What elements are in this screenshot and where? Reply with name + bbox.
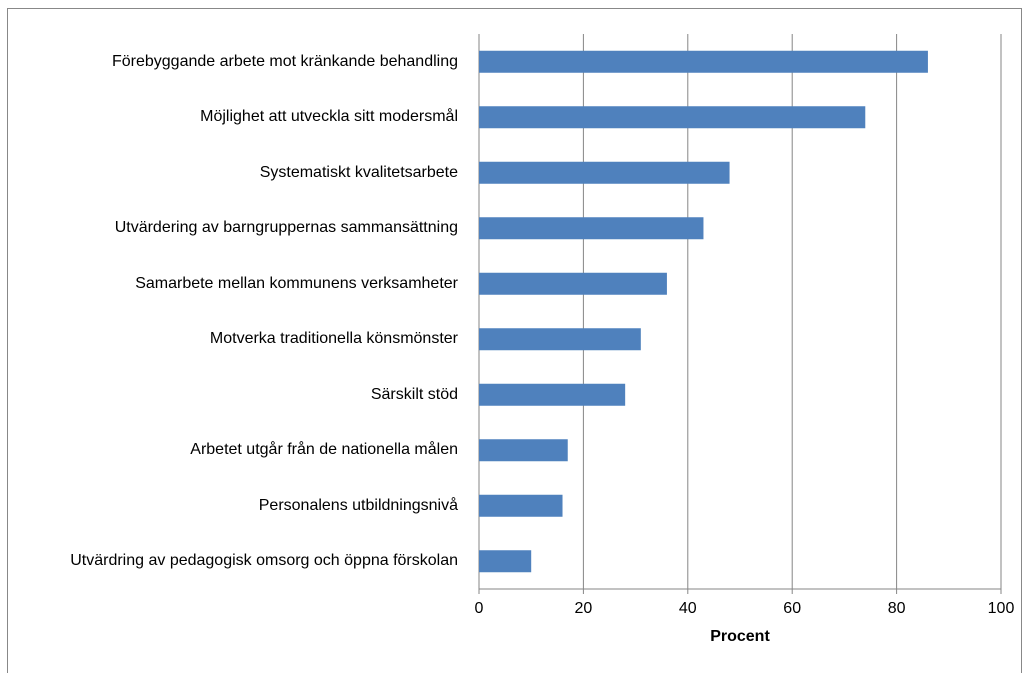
x-tick-label: 100 (988, 600, 1015, 617)
bar (479, 106, 866, 129)
y-tick-label: Möjlighet att utveckla sitt modersmål (200, 108, 458, 126)
bar (479, 161, 730, 184)
y-tick-label-box: Systematiskt kvalitetsarbete (260, 148, 458, 198)
x-tick-label: 80 (888, 600, 906, 617)
y-tick-label: Motverka traditionella könsmönster (209, 330, 458, 348)
bar (479, 439, 568, 462)
bar (479, 328, 641, 351)
x-axis-title: Procent (710, 628, 770, 645)
y-tick-label: Särskilt stöd (370, 385, 458, 403)
x-tick-label: 0 (475, 600, 484, 617)
x-tick-label: 40 (679, 600, 697, 617)
y-tick-label-box: Förebyggande arbete mot kränkande behand… (112, 37, 458, 87)
x-tick-label: 60 (783, 600, 801, 617)
bar (479, 494, 563, 517)
bar (479, 550, 532, 573)
chart-border (7, 8, 1022, 673)
y-tick-label: Utvärdering av barngruppernas sammansätt… (114, 219, 458, 237)
y-tick-label: Utvärdring av pedagogisk omsorg och öppn… (70, 552, 458, 570)
y-tick-label: Samarbete mellan kommunens verksamheter (135, 274, 458, 292)
bar (479, 217, 704, 240)
y-tick-label-box: Samarbete mellan kommunens verksamheter (135, 259, 458, 309)
y-tick-label: Arbetet utgår från de nationella målen (190, 441, 458, 459)
y-tick-label: Personalens utbildningsnivå (258, 496, 458, 514)
bar (479, 50, 928, 73)
x-tick-label: 20 (575, 600, 593, 617)
y-tick-label: Förebyggande arbete mot kränkande behand… (111, 52, 458, 70)
y-tick-label-box: Utvärdring av pedagogisk omsorg och öppn… (70, 536, 458, 586)
y-tick-label-box: Arbetet utgår från de nationella målen (190, 425, 458, 475)
bar (479, 383, 626, 406)
y-tick-label-box: Utvärdering av barngruppernas sammansätt… (115, 203, 458, 253)
y-tick-label-box: Personalens utbildningsnivå (259, 481, 458, 531)
y-tick-label: Systematiskt kvalitetsarbete (259, 163, 458, 181)
y-tick-label-box: Möjlighet att utveckla sitt modersmål (200, 92, 458, 142)
bar (479, 272, 667, 295)
y-tick-label-box: Motverka traditionella könsmönster (210, 314, 458, 364)
y-tick-label-box: Särskilt stöd (371, 370, 458, 420)
